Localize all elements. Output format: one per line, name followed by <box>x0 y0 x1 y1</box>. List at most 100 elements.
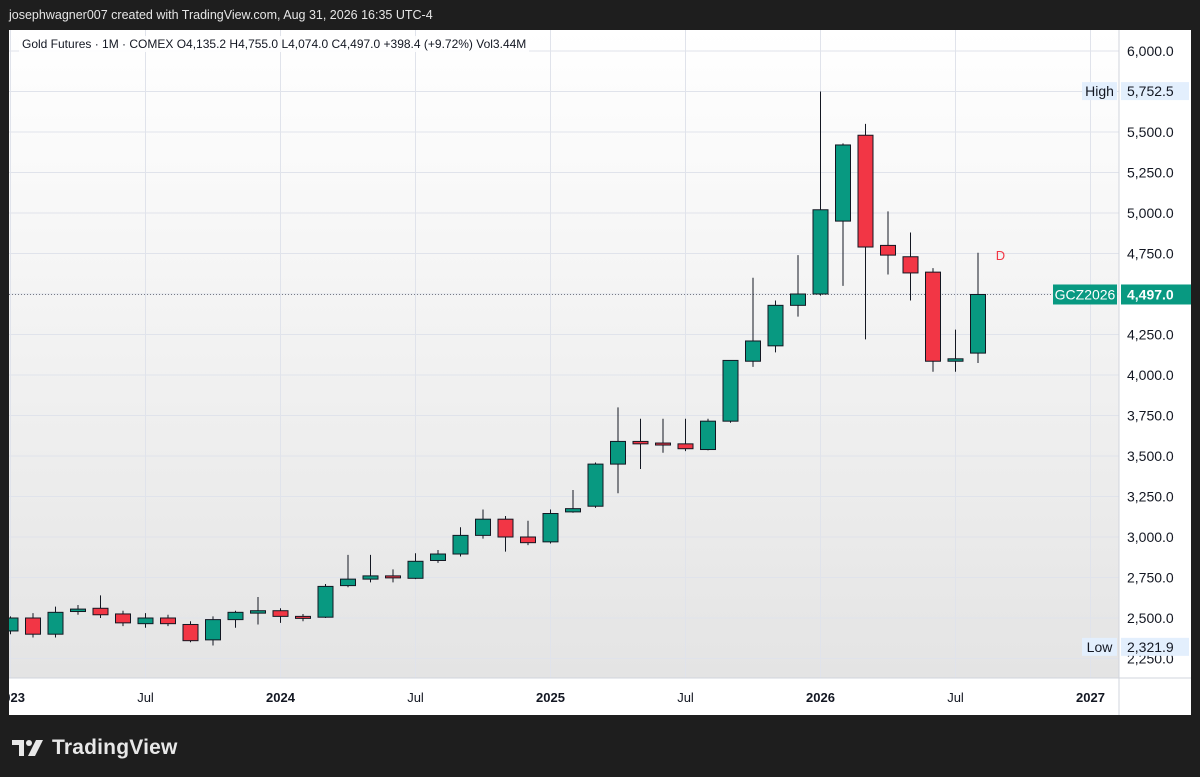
candle-body <box>587 463 604 507</box>
time-tick-label: 2023 <box>9 690 25 705</box>
candle-body <box>835 144 851 222</box>
low-label: Low <box>1087 639 1114 655</box>
candle <box>587 462 604 508</box>
candle-body <box>272 610 289 617</box>
price-tick-label: 3,250.0 <box>1127 489 1174 505</box>
candle <box>497 515 514 552</box>
candle <box>70 605 86 615</box>
candle <box>25 613 41 638</box>
candle <box>115 610 131 627</box>
candle-body <box>115 613 131 624</box>
symbol-tag: GCZ2026 <box>1055 286 1116 302</box>
candle-body <box>137 617 154 625</box>
candle-body <box>205 619 221 641</box>
candle <box>205 616 221 646</box>
low-label-bg <box>1082 637 1117 656</box>
dividend-marker: D <box>996 248 1005 263</box>
high-value-bg <box>1121 82 1189 101</box>
candle <box>655 418 671 453</box>
time-tick-label: Jul <box>677 690 694 705</box>
symbol-legend: Gold Futures · 1M · COMEX O4,135.2 H4,75… <box>19 36 530 52</box>
price-tick-label: 4,250.0 <box>1127 327 1174 343</box>
time-tick-label: 2025 <box>536 690 565 705</box>
markers: D <box>996 248 1005 263</box>
tradingview-logo-icon <box>12 740 43 756</box>
price-tags: High 5,752.5 Low 2,321.9 GCZ2026 4,497.0 <box>1053 82 1191 656</box>
candle <box>790 255 806 317</box>
candle <box>565 490 581 513</box>
tradingview-brand[interactable]: TradingView <box>12 735 178 761</box>
price-axis[interactable]: 2,250.02,500.02,750.03,000.03,250.03,500… <box>1118 30 1174 715</box>
candle <box>677 418 694 452</box>
candle <box>272 608 289 623</box>
candle <box>137 613 154 628</box>
candle <box>857 123 874 340</box>
candle <box>970 252 986 364</box>
candle <box>542 509 559 544</box>
price-tick-label: 5,000.0 <box>1127 205 1174 221</box>
candle <box>452 527 469 557</box>
candle-body <box>340 578 356 587</box>
candle <box>430 549 446 563</box>
candle-body <box>655 442 671 446</box>
candle <box>925 268 941 372</box>
candle <box>385 569 401 583</box>
candle <box>227 610 244 628</box>
candle <box>632 418 649 469</box>
last-price-tag: 4,497.0 <box>1127 286 1174 302</box>
symbol-tag-bg <box>1053 284 1117 305</box>
price-tick-label: 2,750.0 <box>1127 570 1174 586</box>
candle <box>340 554 356 588</box>
candle <box>520 520 536 546</box>
candle <box>722 359 739 423</box>
time-tick-label: 2024 <box>266 690 296 705</box>
time-axis[interactable]: 2023 Jul 2024 Jul 2025 Jul 2026 Jul 2027 <box>9 677 1191 715</box>
candlestick-chart[interactable]: D 2,250.02,500.02,750.03,000.03,250.03,5… <box>9 30 1191 715</box>
candle-body <box>857 134 874 248</box>
candle-body <box>745 340 761 362</box>
candle-body <box>250 610 266 614</box>
candle <box>700 418 716 451</box>
low-value: 2,321.9 <box>1127 639 1174 655</box>
candle <box>47 606 64 638</box>
candles <box>9 91 986 646</box>
candle-body <box>452 534 469 555</box>
candle-body <box>25 617 41 635</box>
candle <box>9 616 19 635</box>
price-tick-label: 6,000.0 <box>1127 43 1174 59</box>
candle <box>947 329 964 372</box>
candle <box>295 613 311 622</box>
candle-body <box>407 560 424 579</box>
candle-body <box>362 575 379 580</box>
candle <box>767 300 784 353</box>
time-tick-label: Jul <box>407 690 424 705</box>
price-tick-label: 3,750.0 <box>1127 408 1174 424</box>
candle <box>250 596 266 625</box>
candle-body <box>925 271 941 362</box>
last-price-tag-bg <box>1121 284 1191 305</box>
candle-body <box>632 440 649 445</box>
candle-body <box>385 575 401 579</box>
high-label-bg <box>1082 82 1117 101</box>
candle-body <box>92 607 109 616</box>
candle <box>745 277 761 367</box>
candle <box>317 583 334 618</box>
attribution-header: josephwagner007 created with TradingView… <box>9 8 433 22</box>
candle-body <box>475 518 491 536</box>
candle-body <box>227 611 244 621</box>
candle-body <box>497 518 514 538</box>
candle-body <box>610 440 626 465</box>
candle <box>362 554 379 583</box>
candle <box>835 143 851 286</box>
candle-body <box>70 608 86 613</box>
candle <box>475 509 491 539</box>
candle <box>902 232 919 301</box>
time-tick-label: 2027 <box>1076 690 1105 705</box>
time-tick-label: Jul <box>947 690 964 705</box>
time-tick-label: Jul <box>137 690 154 705</box>
candle-body <box>722 359 739 422</box>
candle-body <box>677 443 694 450</box>
chart-area[interactable]: D 2,250.0 2,500.0 2,750.0 3,000.0 3,250.0 3,5… <box>9 30 1191 715</box>
candle-body <box>520 536 536 544</box>
candle <box>407 553 424 580</box>
